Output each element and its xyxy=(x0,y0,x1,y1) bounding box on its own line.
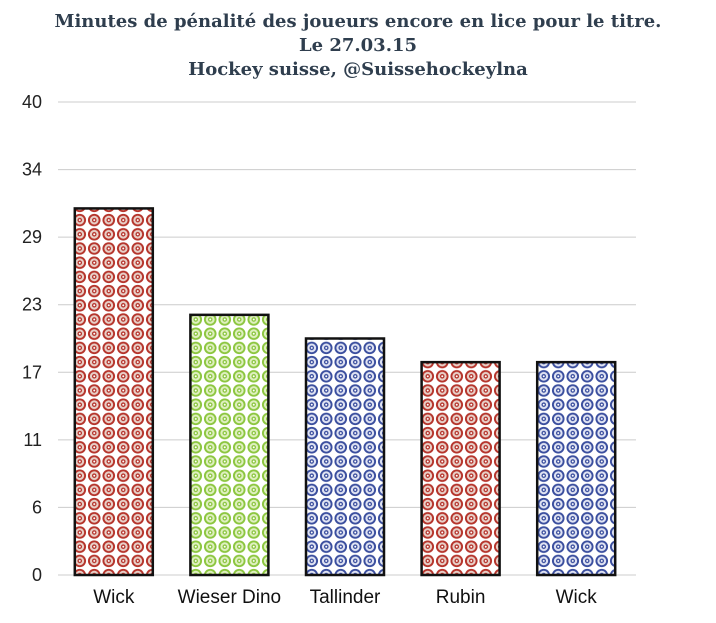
bar-2 xyxy=(189,313,270,577)
x-category-label: Tallinder xyxy=(310,587,381,608)
y-tick-label: 23 xyxy=(22,295,42,315)
title-line-3: Hockey suisse, @Suissehockeylna xyxy=(188,59,528,80)
y-tick-label: 29 xyxy=(22,227,42,247)
bar-5 xyxy=(535,360,617,577)
x-category-label: Wick xyxy=(93,587,135,608)
y-tick-label: 34 xyxy=(22,160,42,180)
y-tick-label: 40 xyxy=(22,92,42,112)
x-category-label: Wieser Dino xyxy=(178,587,281,608)
y-axis-ticks: 0 6 11 17 23 29 34 40 xyxy=(22,92,42,585)
y-tick-label: 17 xyxy=(22,362,42,382)
bar-4 xyxy=(420,360,501,577)
y-tick-label: 11 xyxy=(23,430,42,450)
x-category-label: Rubin xyxy=(436,587,486,608)
bars xyxy=(73,207,617,577)
x-category-label: Wick xyxy=(556,587,598,608)
bar-1 xyxy=(73,207,155,577)
chart-title: Minutes de pénalité des joueurs encore e… xyxy=(0,10,716,82)
title-line-2: Le 27.03.15 xyxy=(298,35,418,56)
title-line-1: Minutes de pénalité des joueurs encore e… xyxy=(54,11,662,32)
bar-3 xyxy=(304,337,386,577)
x-axis-labels: Wick Wieser Dino Tallinder Rubin Wick xyxy=(93,587,597,608)
y-tick-label: 6 xyxy=(32,497,42,517)
y-tick-label: 0 xyxy=(32,565,42,585)
